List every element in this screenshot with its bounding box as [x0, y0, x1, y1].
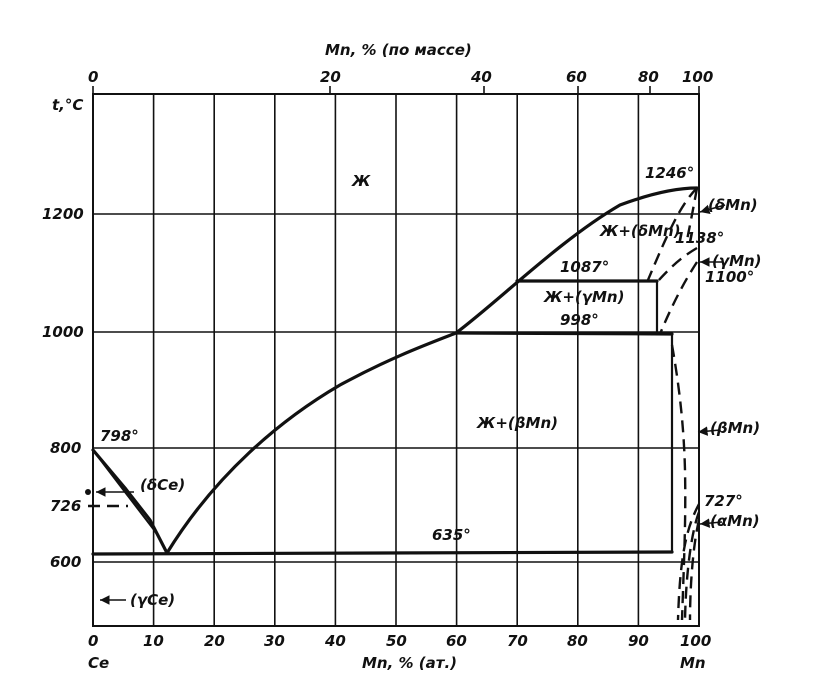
temp-727: 727°: [704, 492, 743, 510]
vertical-gridlines: [152, 94, 640, 626]
top-tick-80: 80: [638, 68, 659, 86]
top-axis-title: Mn, % (по массе): [325, 41, 472, 59]
phase-gamma-ce: (γCe): [130, 591, 175, 609]
liquidus-ce-side: [91, 448, 169, 555]
phase-liquid: Ж: [351, 172, 371, 190]
bottom-tick-10: 10: [143, 632, 164, 650]
top-tick-20: 20: [320, 68, 341, 86]
top-tick-100: 100: [682, 68, 713, 86]
phase-beta-mn: (βMn): [710, 419, 760, 437]
bottom-axis-title: Mn, % (ат.): [362, 654, 457, 672]
phase-delta-mn: (δMn): [708, 196, 758, 214]
phase-liquid-beta-mn: Ж+(βMn): [476, 414, 558, 432]
y-axis-title: t,°C: [52, 96, 83, 114]
bottom-tick-40: 40: [324, 632, 346, 650]
temp-1246: 1246°: [645, 164, 694, 182]
bottom-tick-0: 0: [88, 632, 98, 650]
temp-998: 998°: [560, 311, 599, 329]
phase-liquid-delta-mn: Ж+(δMn): [599, 222, 681, 240]
bottom-tick-90: 90: [628, 632, 649, 650]
bottom-tick-60: 60: [446, 632, 467, 650]
y-tick-1000: 1000: [42, 323, 84, 341]
temp-635: 635°: [432, 526, 471, 544]
bottom-tick-50: 50: [386, 632, 407, 650]
point-726: [85, 489, 91, 495]
isotherm-998: [454, 331, 674, 336]
horizontal-gridlines: [93, 213, 699, 563]
temp-1100: 1100°: [705, 268, 754, 286]
phase-gamma-mn: (γMn): [712, 252, 762, 270]
y-tick-800: 800: [50, 439, 81, 457]
top-tick-60: 60: [566, 68, 587, 86]
y-tick-1200: 1200: [42, 205, 84, 223]
top-tick-40: 40: [470, 68, 492, 86]
phase-delta-ce: (δCe): [140, 476, 185, 494]
phase-liquid-gamma-mn: Ж+(γMn): [543, 288, 624, 306]
bottom-tick-30: 30: [264, 632, 285, 650]
bottom-tick-20: 20: [204, 632, 225, 650]
top-tick-0: 0: [88, 68, 98, 86]
bottom-tick-100: 100: [680, 632, 711, 650]
right-element-label: Mn: [680, 654, 706, 672]
y-tick-600: 600: [50, 553, 81, 571]
left-element-label: Ce: [88, 654, 109, 672]
liquidus-mn-side: [165, 186, 699, 555]
temp-798: 798°: [100, 427, 139, 445]
annotation-arrows: [96, 204, 726, 605]
eutectic-isotherm-635: [91, 550, 674, 556]
bottom-tick-80: 80: [567, 632, 588, 650]
temp-1087: 1087°: [560, 258, 609, 276]
phase-alpha-mn: (αMn): [710, 512, 760, 530]
top-axis-ticks: [92, 86, 700, 94]
bottom-tick-70: 70: [507, 632, 528, 650]
y-tick-726: 726: [50, 497, 81, 515]
dashed-boundaries: [88, 187, 701, 621]
temp-1138: 1138°: [675, 229, 724, 247]
